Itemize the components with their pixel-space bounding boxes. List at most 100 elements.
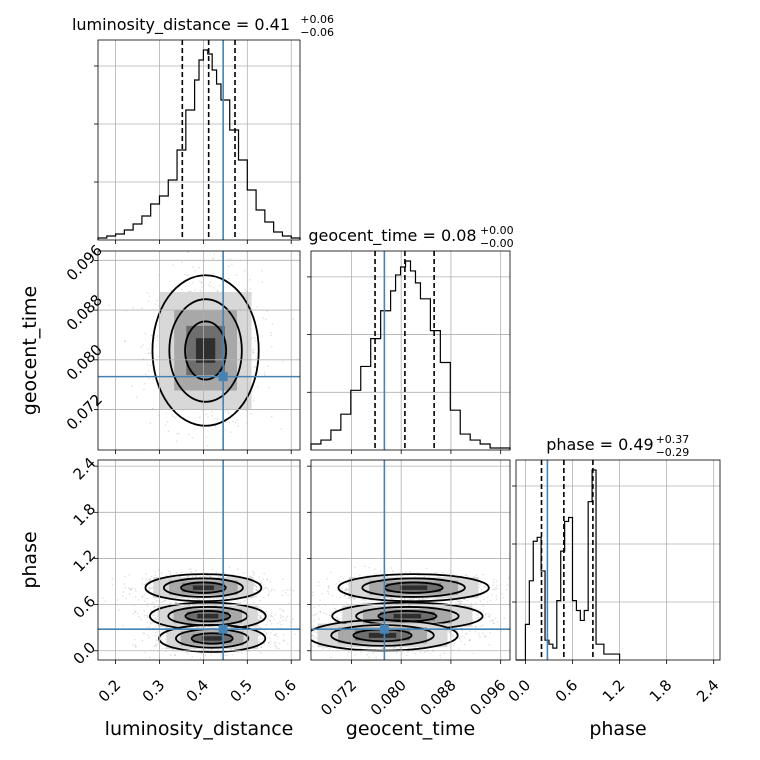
sample-point	[249, 279, 251, 281]
sample-point	[144, 600, 146, 603]
sample-point	[359, 574, 361, 577]
density-block-3	[197, 613, 219, 619]
sample-point	[491, 588, 494, 591]
sample-point	[312, 591, 314, 594]
sample-point	[184, 273, 186, 276]
sample-point	[207, 284, 210, 286]
sample-point	[219, 655, 222, 657]
sample-point	[134, 595, 137, 598]
sample-point	[280, 428, 283, 430]
sample-point	[249, 288, 251, 291]
sample-point	[280, 623, 283, 626]
sample-point	[267, 593, 270, 596]
sample-point	[347, 584, 349, 586]
sample-point	[190, 290, 192, 293]
sample-point	[144, 332, 147, 335]
sample-point	[260, 607, 262, 609]
sample-point	[327, 587, 330, 590]
sample-point	[200, 626, 203, 628]
sample-point	[412, 598, 414, 601]
sample-point	[342, 577, 345, 580]
sample-point	[319, 599, 321, 601]
sample-point	[470, 602, 473, 605]
sample-point	[260, 615, 262, 617]
sample-point	[344, 594, 346, 597]
sample-point	[269, 331, 272, 334]
sample-point	[255, 596, 257, 598]
contour-2-2	[190, 632, 234, 645]
sample-point	[345, 582, 348, 584]
sample-point	[252, 399, 255, 402]
sample-point	[154, 626, 156, 628]
sample-point	[190, 567, 192, 570]
sample-point	[483, 586, 485, 588]
sample-point	[391, 598, 394, 600]
sample-point	[421, 598, 424, 601]
sample-point	[514, 616, 516, 618]
sample-point	[390, 597, 393, 600]
sample-point	[150, 575, 153, 578]
sample-point	[210, 654, 212, 656]
sample-point	[252, 570, 254, 573]
sample-point	[122, 595, 124, 597]
sample-point	[249, 575, 252, 578]
sample-point	[211, 626, 214, 628]
sample-point	[215, 571, 218, 574]
sample-point	[373, 568, 376, 570]
sample-point	[307, 611, 309, 613]
sample-point	[205, 413, 208, 415]
sample-point	[262, 638, 264, 640]
sample-point	[244, 288, 246, 291]
sample-point	[256, 589, 258, 592]
sample-point	[250, 412, 252, 415]
sample-point	[147, 602, 149, 604]
sample-point	[211, 410, 213, 413]
sample-point	[414, 575, 416, 578]
sample-point	[237, 568, 239, 571]
sample-point	[487, 612, 490, 615]
sample-point	[265, 624, 268, 626]
sample-point	[306, 612, 308, 614]
sample-point	[262, 613, 265, 616]
sample-point	[144, 373, 147, 376]
sample-point	[478, 583, 481, 586]
sample-point	[275, 647, 278, 650]
sample-point	[268, 637, 271, 640]
sample-point	[154, 616, 157, 619]
sample-point	[138, 616, 140, 618]
sample-point	[307, 622, 309, 624]
sample-point	[284, 592, 287, 594]
sample-point	[167, 569, 169, 572]
sample-point	[282, 639, 285, 641]
sample-point	[285, 617, 287, 619]
sample-point	[318, 618, 320, 621]
sample-point	[327, 592, 330, 595]
sample-point	[252, 348, 255, 351]
sample-point	[147, 589, 150, 592]
sample-point	[261, 281, 264, 283]
sample-point	[130, 588, 132, 591]
sample-point	[479, 594, 482, 597]
sample-point	[223, 572, 226, 574]
sample-point	[327, 586, 330, 588]
sample-point	[142, 357, 145, 360]
sample-point	[510, 577, 512, 579]
sample-point	[129, 588, 131, 590]
sample-point	[270, 615, 273, 617]
sample-point	[157, 569, 160, 571]
sample-point	[127, 587, 130, 590]
sample-point	[271, 588, 273, 590]
sample-point	[170, 654, 172, 656]
sample-point	[172, 415, 174, 418]
sample-point	[124, 575, 126, 578]
sample-point	[262, 317, 265, 320]
sample-point	[122, 624, 125, 627]
sample-point	[146, 626, 148, 629]
sample-point	[263, 642, 266, 645]
sample-point	[282, 578, 284, 580]
sample-point	[187, 653, 189, 655]
density-panel	[306, 565, 516, 659]
sample-point	[162, 635, 165, 637]
sample-point	[227, 409, 229, 412]
sample-point	[181, 571, 183, 573]
